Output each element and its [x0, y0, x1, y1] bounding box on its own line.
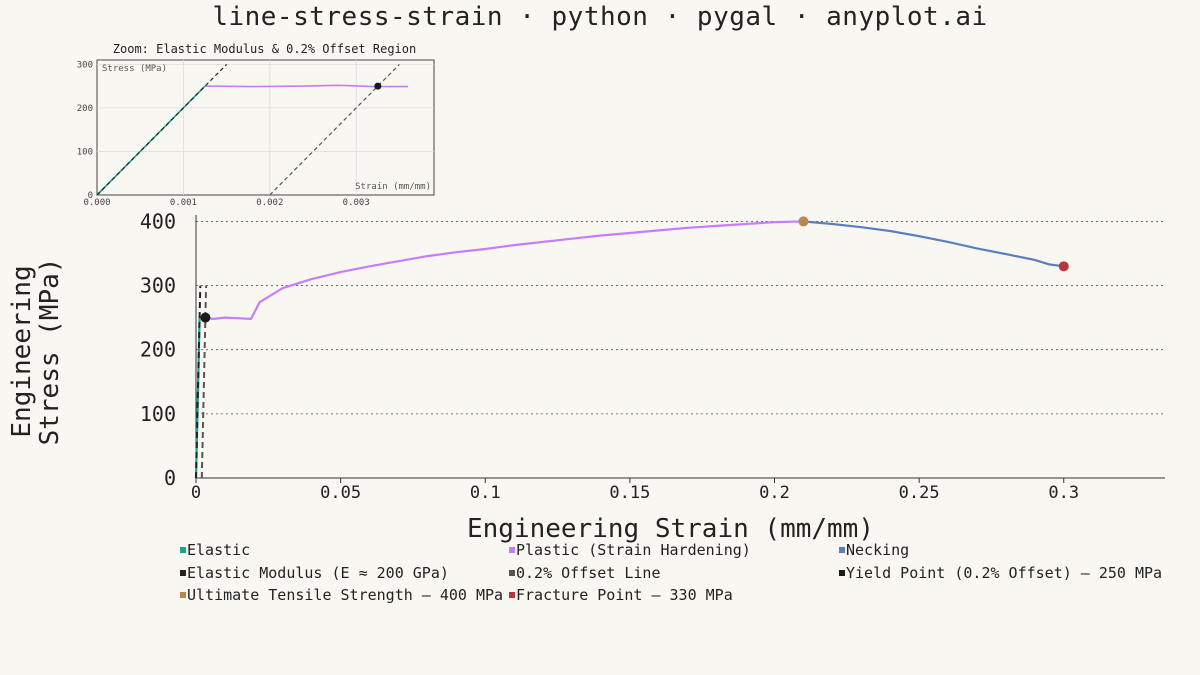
legend-item-0-2-offset-line[interactable]: 0.2% Offset Line [509, 564, 661, 582]
legend-label: Fracture Point — 330 MPa [516, 586, 733, 604]
inset-y-tick-label: 100 [77, 147, 93, 157]
legend-label: Plastic (Strain Hardening) [516, 541, 751, 559]
inset-x-tick-label: 0.000 [83, 198, 110, 208]
legend-label: Necking [846, 541, 910, 559]
x-axis-label: Engineering Strain (mm/mm) [467, 514, 874, 544]
inset-elastic-modulus-e-200-gpa-line [96, 63, 228, 196]
x-tick-label: 0.1 [470, 483, 501, 503]
inset-title: Zoom: Elastic Modulus & 0.2% Offset Regi… [113, 42, 416, 56]
legend-item-ultimate-tensile-strength-400-mpa[interactable]: Ultimate Tensile Strength — 400 MPa [180, 586, 503, 604]
inset-x-tick-label: 0.001 [170, 198, 197, 208]
necking-line [803, 220, 1064, 268]
page-title: line-stress-strain · python · pygal · an… [212, 2, 988, 32]
x-tick-label: 0.2 [759, 483, 790, 503]
legend-swatch [509, 547, 515, 553]
legend-label: Yield Point (0.2% Offset) — 250 MPa [846, 563, 1163, 582]
legend-item-fracture-point-330-mpa[interactable]: Fracture Point — 330 MPa [509, 586, 733, 604]
x-tick-label: 0.05 [320, 483, 361, 503]
x-tick-label: 0.15 [609, 483, 650, 503]
inset-0-2-offset-line-line [269, 63, 400, 196]
legend-swatch [180, 547, 186, 553]
x-tick-label: 0 [191, 483, 201, 503]
inset-y-axis-label: Stress (MPa) [102, 64, 167, 74]
inset-yield-point-0-2-offset-250-mpa-marker [374, 82, 382, 90]
inset-y-tick-label: 200 [77, 104, 93, 114]
legend-label: Ultimate Tensile Strength — 400 MPa [187, 586, 504, 604]
x-tick-label: 0.3 [1048, 483, 1079, 503]
legend-swatch [839, 569, 845, 576]
y-tick-label: 400 [140, 209, 176, 233]
legend-item-yield-point-0-2-offset-250-mpa[interactable]: Yield Point (0.2% Offset) — 250 MPa [839, 564, 1162, 582]
elastic-modulus-e-200-gpa-line [195, 285, 202, 479]
inset-y-tick-label: 300 [77, 60, 93, 70]
legend-item-elastic-modulus-e-200-gpa[interactable]: Elastic Modulus (E ≈ 200 GPa) [180, 564, 449, 582]
inset-x-tick-label: 0.003 [343, 198, 370, 208]
legend-swatch [509, 569, 515, 576]
legend-swatch [839, 547, 845, 553]
inset-chart: 0 100 200 300 0.000 0.001 0.002 0.003 Zoom: Elas… [77, 42, 435, 208]
y-tick-label: 300 [140, 274, 176, 298]
y-tick-label: 100 [140, 402, 176, 426]
yield-point-0-2-offset-250-mpa-marker [200, 312, 211, 323]
legend-swatch [180, 569, 186, 576]
fracture-point-330-mpa-marker [1058, 261, 1069, 272]
inset-frame [96, 59, 435, 196]
legend-item-necking[interactable]: Necking [839, 541, 909, 559]
inset-x-tick-label: 0.002 [256, 198, 283, 208]
y-tick-label: 200 [140, 338, 176, 362]
y-axis-label: EngineeringStress (MPa) [7, 258, 65, 446]
legend-swatch [509, 592, 515, 598]
legend-swatch [180, 592, 186, 598]
legend-item-elastic[interactable]: Elastic [180, 541, 250, 559]
legend-label: Elastic [187, 541, 251, 559]
plastic-strain-hardening-line [199, 220, 804, 320]
ultimate-tensile-strength-400-mpa-marker [798, 216, 809, 227]
legend-item-plastic-strain-hardening[interactable]: Plastic (Strain Hardening) [509, 541, 751, 559]
inset-y-tick-label: 0 [88, 191, 93, 201]
x-tick-label: 0.25 [899, 483, 940, 503]
legend-label: 0.2% Offset Line [516, 563, 661, 582]
inset-x-axis-label: Strain (mm/mm) [355, 182, 431, 192]
y-tick-label: 0 [164, 466, 176, 490]
legend-label: Elastic Modulus (E ≈ 200 GPa) [187, 563, 449, 582]
